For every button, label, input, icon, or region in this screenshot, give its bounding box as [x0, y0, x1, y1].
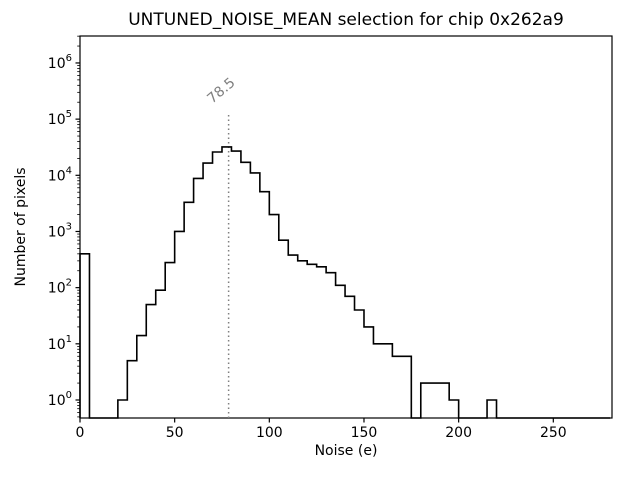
x-tick-label: 0 [76, 425, 85, 441]
threshold-label: 78.5 [204, 75, 238, 107]
x-tick-label: 200 [445, 425, 472, 441]
y-axis-ticks: 100 101 102 103 104 105 106 [48, 53, 80, 409]
x-tick-label: 150 [351, 425, 378, 441]
y-tick-label: 100 [48, 390, 72, 409]
y-tick-label: 101 [48, 334, 72, 353]
y-tick-label: 102 [48, 278, 72, 297]
histogram-step-path [79, 146, 611, 419]
axes-spines [79, 35, 613, 419]
x-tick-label: 250 [540, 425, 567, 441]
y-tick-label: 104 [48, 165, 72, 184]
x-axis-label: Noise (e) [314, 443, 378, 459]
y-axis-minor-ticks [77, 35, 80, 418]
x-tick-label: 50 [166, 425, 184, 441]
y-tick-label: 105 [48, 109, 72, 128]
x-tick-label: 100 [256, 425, 283, 441]
chart-title: UNTUNED_NOISE_MEAN selection for chip 0x… [128, 10, 564, 30]
y-tick-label: 106 [48, 53, 72, 72]
x-axis-ticks: 0 50 100 150 200 250 [76, 418, 567, 441]
y-tick-label: 103 [48, 221, 72, 240]
